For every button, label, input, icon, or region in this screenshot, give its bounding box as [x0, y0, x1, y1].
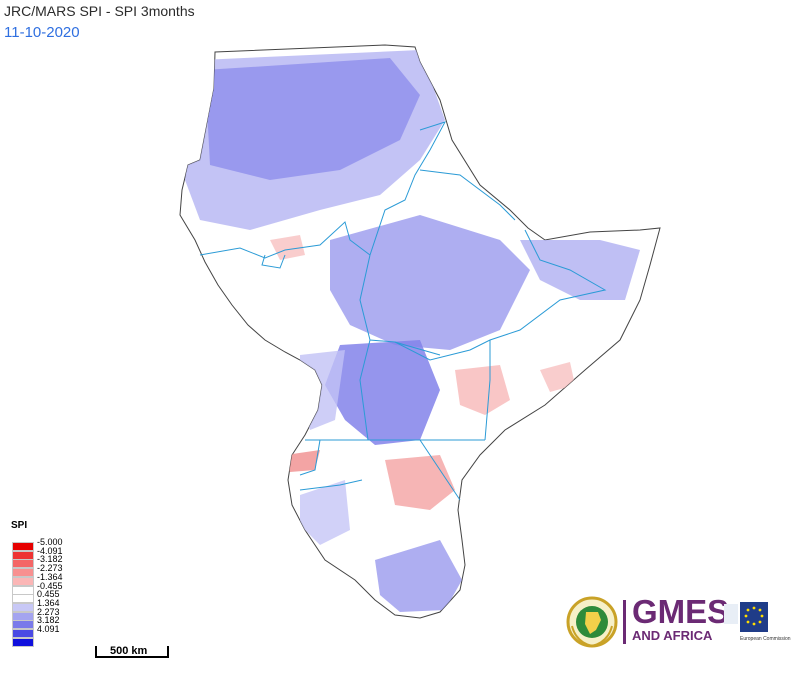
- dry-patch-east: [455, 365, 510, 415]
- legend-label: 3.182: [37, 615, 60, 626]
- wet-zone-north-dense: [205, 58, 420, 180]
- wet-zone-lakes: [325, 340, 440, 445]
- legend-swatch: [12, 594, 34, 604]
- scale-bar-label: 500 km: [110, 645, 148, 657]
- legend-swatch: [12, 611, 34, 621]
- scale-bar: [95, 646, 169, 658]
- legend-swatch: [12, 585, 34, 595]
- african-union-seal-icon: [566, 596, 618, 648]
- country-borders: [199, 121, 607, 501]
- legend-swatch: [12, 576, 34, 586]
- legend-label: -0.455: [37, 580, 63, 591]
- map-date: 11-10-2020: [4, 24, 80, 41]
- ec-logo-text: European Commission: [740, 636, 791, 642]
- legend-swatch: [12, 629, 34, 638]
- legend-swatch: [12, 550, 34, 560]
- wet-zone-central: [330, 215, 530, 350]
- legend-swatch: [12, 620, 34, 630]
- dry-patch-west: [285, 450, 320, 472]
- gmes-logo-text: GMES: [632, 593, 730, 630]
- legend-label: -3.182: [37, 554, 63, 565]
- legend-title: SPI: [11, 520, 28, 531]
- legend-label: 1.364: [37, 597, 60, 608]
- wet-zone-southwest: [300, 480, 350, 545]
- legend-label: 2.273: [37, 606, 60, 617]
- legend-swatch: [12, 542, 34, 551]
- legend-label: -1.364: [37, 571, 63, 582]
- european-commission-logo-icon: [724, 602, 768, 632]
- logo-divider: [623, 600, 626, 644]
- legend-label: -5.000: [37, 537, 63, 547]
- map-title: JRC/MARS SPI - SPI 3months: [4, 3, 195, 19]
- legend-swatch: [12, 568, 34, 578]
- legend-label: -2.273: [37, 563, 63, 574]
- gmes-logo-subtext: AND AFRICA: [632, 628, 713, 643]
- legend-label: -4.091: [37, 545, 63, 556]
- wet-zone-south: [375, 540, 462, 612]
- legend-swatch: [12, 637, 34, 647]
- dry-patch-center: [385, 455, 455, 510]
- legend-swatch: [12, 559, 34, 569]
- dry-patch-coast: [540, 362, 575, 392]
- legend-label: 4.091: [37, 624, 60, 634]
- legend-swatch: [12, 602, 34, 612]
- wet-zone-east: [520, 240, 640, 300]
- dry-patch-north: [270, 235, 305, 260]
- legend-label: 0.455: [37, 589, 60, 600]
